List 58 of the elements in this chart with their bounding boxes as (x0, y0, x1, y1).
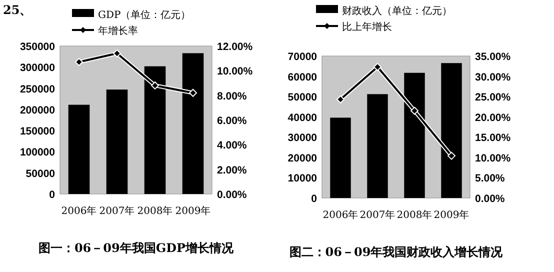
y-tick-label: 300000 (20, 62, 56, 74)
bar (106, 90, 128, 194)
y-tick-label: 50000 (288, 92, 318, 104)
bar (367, 94, 388, 198)
y2-tick-label: 5.00% (475, 172, 506, 185)
y2-tick-label: 12.00% (217, 41, 254, 53)
y2-tick-label: 6.00% (217, 115, 248, 127)
point (113, 49, 121, 58)
y-tick-label: 150000 (20, 126, 56, 138)
y2-tick-label: 25.00% (475, 92, 512, 104)
legend-label: 年增长率 (98, 25, 138, 37)
y-tick-label: 200000 (20, 104, 56, 116)
y-tick-label: 100000 (20, 146, 56, 159)
y2-tick-label: 0.00% (475, 193, 506, 205)
text: 25、 (3, 3, 32, 17)
legend-label: GDP（单位：亿元） (98, 9, 191, 21)
y2-tick-label: 10.00% (475, 152, 512, 164)
legend-label: 财政收入（单位：亿元） (342, 5, 452, 17)
y-tick-label: 0 (49, 189, 56, 201)
x-tick-label: 2007年 (360, 209, 396, 221)
y2-tick-label: 30.00% (475, 71, 512, 84)
y-tick-label: 20000 (288, 152, 318, 164)
y-tick-label: 30000 (288, 132, 318, 144)
point (410, 106, 418, 115)
x-tick-label: 2006年 (322, 209, 358, 221)
y-tick-label: 250000 (20, 83, 56, 96)
y-tick-label: 70000 (288, 51, 318, 63)
y-tick-label: 10000 (288, 172, 318, 185)
bar (68, 104, 90, 194)
point (374, 62, 382, 71)
y-tick-label: 60000 (288, 71, 318, 84)
point (75, 58, 83, 66)
point (336, 95, 344, 104)
x-tick-label: 2008年 (396, 209, 432, 221)
text: 图一：06－09年我国GDP增长情况 (38, 241, 235, 255)
x-tick-label: 2009年 (175, 205, 211, 217)
x-tick-label: 2007年 (99, 205, 135, 217)
point (151, 81, 159, 90)
y-tick-label: 0 (311, 193, 318, 205)
y-tick-label: 40000 (288, 112, 318, 124)
point (189, 88, 197, 97)
y2-tick-label: 4.00% (217, 140, 248, 152)
y2-tick-label: 20.00% (475, 112, 512, 124)
y2-tick-label: 8.00% (217, 90, 248, 102)
x-tick-label: 2006年 (61, 205, 97, 217)
y2-tick-label: 35.00% (475, 51, 512, 63)
x-tick-label: 2008年 (137, 205, 173, 217)
legend-label: 比上年增长 (342, 21, 392, 33)
bar (330, 118, 351, 198)
y-tick-label: 350000 (20, 41, 56, 53)
y2-tick-label: 10.00% (217, 66, 254, 78)
y2-tick-label: 2.00% (217, 164, 248, 176)
y-tick-label: 50000 (26, 168, 56, 180)
text: 图二：06－09年我国财政收入增长情况 (289, 245, 504, 259)
y2-tick-label: 15.00% (475, 132, 512, 144)
point (448, 152, 456, 160)
x-tick-label: 2009年 (434, 209, 470, 221)
y2-tick-label: 0.00% (217, 189, 248, 201)
